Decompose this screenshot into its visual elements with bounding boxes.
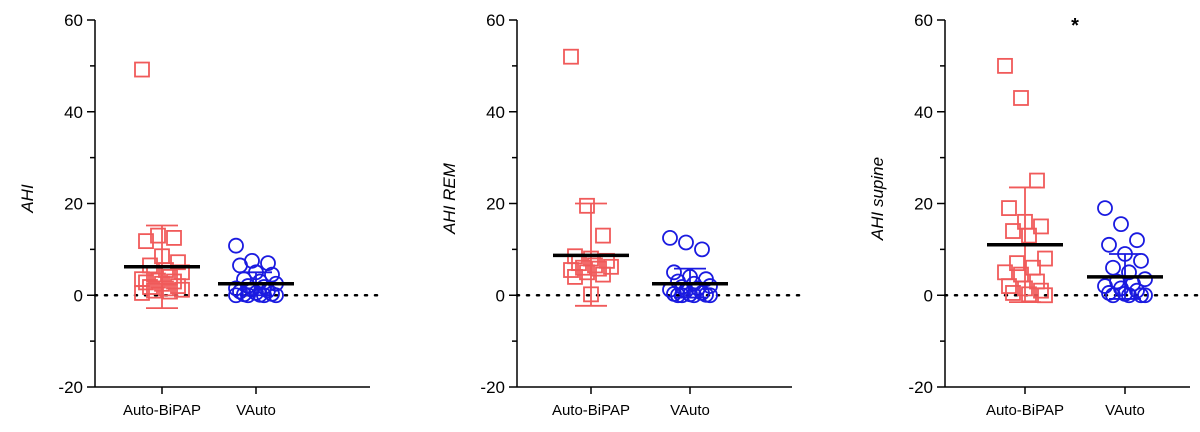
y-tick-label: 0 bbox=[496, 286, 505, 305]
data-point-circle bbox=[228, 280, 244, 297]
data-point-square bbox=[1005, 285, 1021, 301]
y-tick-label: 0 bbox=[74, 286, 83, 305]
y-tick-label: 40 bbox=[64, 103, 83, 122]
data-point-circle bbox=[702, 287, 718, 304]
data-point-square bbox=[1033, 282, 1049, 299]
data-point-square bbox=[567, 268, 583, 285]
data-point-square bbox=[174, 281, 190, 298]
data-point-circle bbox=[1129, 232, 1145, 249]
series-auto-bipap bbox=[553, 48, 629, 307]
data-point-circle bbox=[1137, 287, 1153, 304]
series-auto-bipap bbox=[987, 57, 1063, 304]
x-tick-label: VAuto bbox=[1105, 402, 1145, 419]
data-point-square bbox=[1037, 287, 1053, 304]
data-point-circle bbox=[1105, 287, 1121, 304]
data-point-circle bbox=[1113, 216, 1129, 233]
data-point-circle bbox=[694, 241, 710, 258]
data-point-square bbox=[138, 274, 154, 291]
data-point-circle bbox=[228, 237, 244, 254]
y-tick-label: 20 bbox=[64, 195, 83, 214]
data-point-square bbox=[997, 57, 1013, 74]
data-point-square bbox=[1033, 218, 1049, 235]
data-point-circle bbox=[670, 287, 686, 304]
series-vauto bbox=[1087, 200, 1163, 304]
data-point-circle bbox=[264, 266, 280, 283]
x-tick-label: VAuto bbox=[670, 402, 710, 419]
data-point-square bbox=[1013, 90, 1029, 106]
data-point-square bbox=[563, 48, 579, 65]
data-point-square bbox=[142, 279, 158, 295]
y-tick-label: 40 bbox=[914, 103, 933, 122]
data-point-circle bbox=[1101, 236, 1117, 253]
significance-marker: * bbox=[1071, 15, 1079, 37]
data-point-circle bbox=[1129, 282, 1145, 299]
y-tick-label: 60 bbox=[914, 11, 933, 30]
data-point-square bbox=[166, 230, 182, 246]
data-point-circle bbox=[232, 257, 248, 274]
data-point-square bbox=[1005, 223, 1021, 239]
data-point-square bbox=[146, 282, 162, 299]
y-tick-label: -20 bbox=[908, 378, 933, 397]
data-point-square bbox=[595, 227, 611, 244]
data-point-circle bbox=[1097, 200, 1113, 216]
data-point-circle bbox=[674, 287, 690, 304]
data-point-square bbox=[595, 266, 611, 283]
data-point-circle bbox=[1133, 287, 1149, 304]
data-point-square bbox=[579, 197, 595, 214]
series-vauto bbox=[652, 230, 728, 304]
panel-1: 60 40 20 0 -20 Auto-BiPAP VAuto AHI bbox=[18, 11, 380, 419]
y-axis-label: AHI bbox=[18, 184, 37, 214]
data-point-square bbox=[150, 227, 166, 244]
data-point-square bbox=[138, 233, 154, 250]
panel-2: 60 40 20 0 -20 Auto-BiPAP VAuto AHI REM bbox=[440, 11, 802, 419]
x-tick-label: Auto-BiPAP bbox=[986, 402, 1064, 419]
data-point-circle bbox=[678, 234, 694, 251]
data-point-circle bbox=[1105, 259, 1121, 276]
data-point-square bbox=[158, 280, 174, 297]
data-point-square bbox=[1029, 172, 1045, 189]
data-point-circle bbox=[1133, 252, 1149, 269]
data-point-circle bbox=[666, 264, 682, 281]
data-point-square bbox=[134, 61, 150, 78]
y-tick-label: 40 bbox=[486, 103, 505, 122]
data-point-square bbox=[591, 260, 607, 277]
data-point-square bbox=[575, 259, 591, 276]
y-tick-label: 60 bbox=[486, 11, 505, 30]
y-tick-label: -20 bbox=[480, 378, 505, 397]
data-point-square bbox=[1021, 227, 1037, 244]
data-point-circle bbox=[662, 230, 678, 246]
y-axis-label: AHI supine bbox=[868, 157, 887, 241]
x-tick-label: VAuto bbox=[236, 402, 276, 419]
y-tick-label: 20 bbox=[486, 195, 505, 214]
data-point-circle bbox=[1121, 264, 1137, 281]
x-tick-label: Auto-BiPAP bbox=[123, 402, 201, 419]
y-tick-label: 20 bbox=[914, 195, 933, 214]
data-point-square bbox=[134, 285, 150, 301]
y-tick-label: -20 bbox=[58, 378, 83, 397]
series-vauto bbox=[218, 237, 294, 304]
y-axis-label: AHI REM bbox=[440, 162, 459, 235]
panel-3: 60 40 20 0 -20 Auto-BiPAP VAuto AHI supine * bbox=[868, 11, 1200, 419]
data-point-circle bbox=[1121, 287, 1137, 304]
series-auto-bipap bbox=[124, 61, 200, 309]
x-tick-label: Auto-BiPAP bbox=[552, 402, 630, 419]
data-point-square bbox=[579, 264, 595, 281]
data-point-square bbox=[170, 278, 186, 294]
data-point-square bbox=[1009, 255, 1025, 272]
y-tick-label: 60 bbox=[64, 11, 83, 30]
data-point-square bbox=[1001, 200, 1017, 216]
data-point-circle bbox=[260, 255, 276, 272]
data-point-square bbox=[162, 283, 178, 300]
data-point-square bbox=[1037, 250, 1053, 267]
y-tick-label: 0 bbox=[924, 286, 933, 305]
data-point-circle bbox=[686, 287, 702, 304]
